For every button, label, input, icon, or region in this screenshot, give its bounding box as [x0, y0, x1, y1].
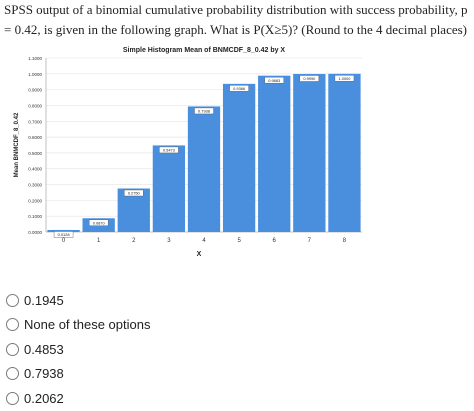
data-label: 0.7938 [198, 109, 210, 114]
data-label-box [264, 76, 284, 84]
answer-option-label: 0.2062 [24, 390, 64, 406]
y-axis-label: Mean BNMCDF_8_0.42 [14, 112, 20, 177]
data-label: 0.9883 [268, 78, 280, 83]
answer-option[interactable]: 0.7938 [6, 362, 306, 387]
x-tick-label: 6 [273, 238, 277, 244]
y-tick-label: 0.3000 [28, 183, 42, 188]
x-tick-label: 5 [237, 238, 241, 244]
data-label-box [53, 231, 74, 238]
bar [47, 229, 80, 232]
data-label: 0.5473 [163, 148, 175, 153]
y-tick-label: 0.8000 [28, 103, 42, 108]
x-tick-label: 8 [343, 238, 347, 244]
chart-title: Simple Histogram Mean of BNMCDF_8_0.42 b… [123, 47, 286, 54]
bar [222, 83, 256, 232]
radio-button[interactable] [6, 391, 19, 405]
answer-option-label: 0.4853 [24, 341, 64, 357]
data-label-box [88, 219, 109, 226]
data-label-box [159, 146, 179, 154]
answer-option[interactable]: 0.1945 [6, 288, 306, 313]
histogram-svg: Simple Histogram Mean of BNMCDF_8_0.42 b… [14, 47, 362, 258]
answer-option[interactable]: 0.4853 [6, 337, 306, 362]
data-label-box [229, 85, 249, 92]
radio-button[interactable] [6, 293, 19, 307]
y-tick-label: 0.6000 [28, 135, 42, 140]
y-tick-label: 0.4000 [28, 167, 42, 172]
answer-option-label: 0.7938 [24, 366, 64, 382]
data-label-box [299, 75, 320, 82]
data-label: 0.2750 [128, 191, 141, 196]
data-label: 0.9366 [233, 86, 245, 91]
x-tick-label: 0 [62, 238, 66, 244]
x-tick-label: 3 [167, 238, 171, 244]
answer-options: 0.1945 None of these options 0.4853 0.7938 0… [6, 288, 306, 411]
data-label: 0.9990 [303, 76, 316, 81]
data-label: 0.0128 [58, 232, 70, 237]
data-label-box [334, 75, 355, 82]
y-tick-label: 0.7000 [28, 119, 42, 124]
answer-option-label: 0.1945 [24, 292, 64, 308]
bar [293, 73, 326, 232]
y-tick-label: 0.0000 [28, 230, 42, 235]
y-tick-label: 0.1000 [28, 214, 42, 219]
answer-option[interactable]: None of these options [6, 313, 306, 338]
y-tick-label: 0.5000 [28, 151, 42, 156]
data-label-box [194, 107, 214, 115]
radio-button[interactable] [6, 367, 19, 381]
x-axis-label: X [197, 251, 202, 258]
y-tick-label: 0.2000 [28, 198, 42, 203]
bar [187, 106, 221, 232]
x-tick-label: 1 [97, 238, 101, 244]
histogram-chart: Simple Histogram Mean of BNMCDF_8_0.42 b… [4, 42, 368, 272]
y-tick-label: 1.0000 [28, 72, 42, 77]
bar [152, 145, 186, 232]
y-tick-label: 0.9000 [28, 88, 42, 93]
data-label-box [124, 189, 144, 197]
radio-button[interactable] [6, 318, 19, 332]
answer-option-label: None of these options [24, 317, 151, 333]
question-text: SPSS output of a binomial cumulative pro… [4, 2, 468, 37]
y-tick-label: 1.1000 [28, 56, 42, 61]
x-tick-label: 2 [132, 238, 136, 244]
radio-button[interactable] [6, 342, 19, 356]
bar [328, 73, 361, 233]
x-tick-label: 4 [202, 238, 206, 244]
x-tick-label: 7 [308, 238, 312, 244]
answer-option[interactable]: 0.2062 [6, 386, 306, 411]
bar [258, 75, 291, 232]
data-label: 0.0870 [93, 220, 106, 225]
data-label: 1.0000 [338, 76, 351, 81]
